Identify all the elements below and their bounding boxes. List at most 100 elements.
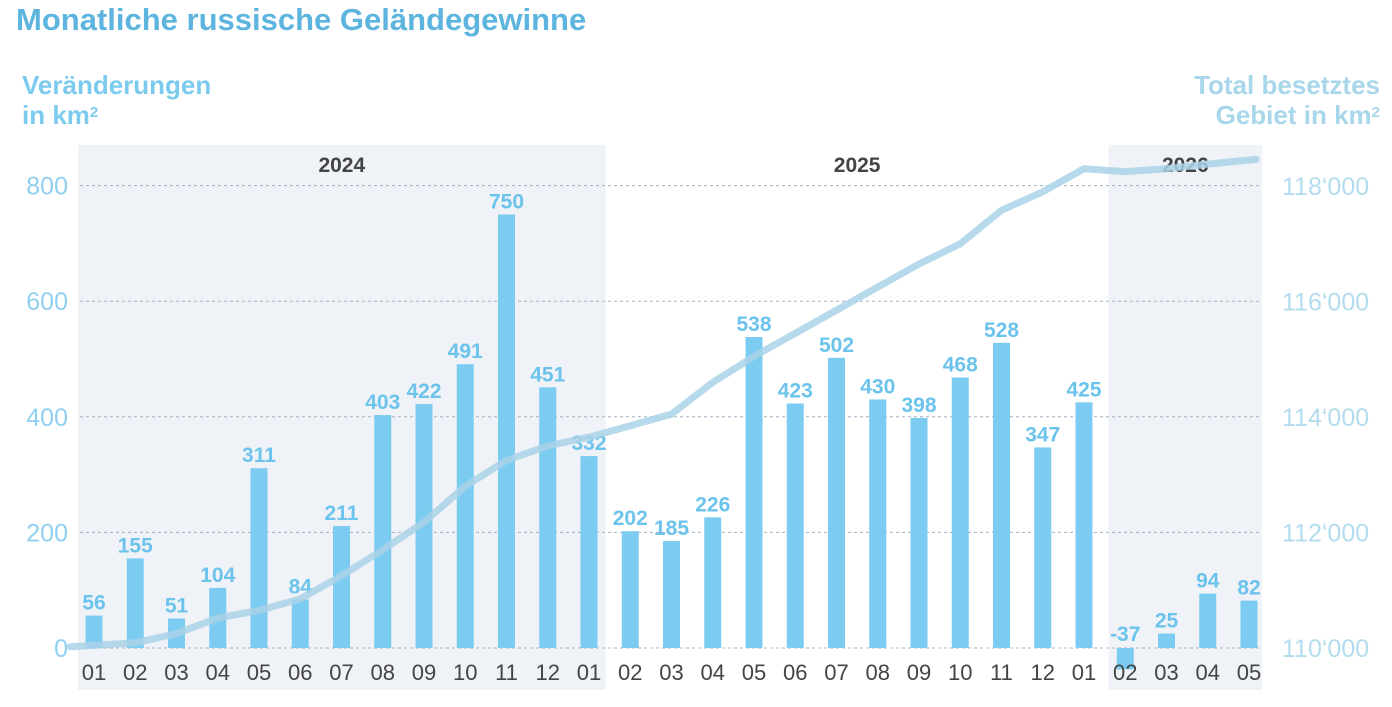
bar-value-label: 502 [819,334,854,357]
bar [456,364,474,648]
bar-value-label: 226 [695,493,730,516]
bar [1034,447,1052,648]
x-tick-label: 07 [824,660,848,685]
bar [951,377,969,648]
x-tick-label: 03 [659,660,683,685]
bar-value-label: 491 [448,340,483,363]
bar-value-label: 422 [406,380,441,403]
bar [704,517,722,648]
left-axis-title-line1: Veränderungen [22,70,212,100]
x-tick-label: 01 [82,660,106,685]
bar [621,531,639,648]
left-tick-label: 0 [54,635,68,663]
right-axis-title-line2: Gebiet in km2 [1215,100,1380,130]
bar-value-label: 155 [118,534,153,557]
bar-value-label: 451 [530,363,565,386]
bar [786,403,804,648]
right-axis-title: Total besetztes Gebiet in km2 [1194,70,1380,130]
bar [1240,600,1258,648]
total-territory-line [66,155,1260,651]
bar [539,387,557,648]
bar-value-label: 403 [365,391,400,414]
bar [291,599,309,648]
bar [1116,648,1134,670]
x-tick-label: 09 [907,660,931,685]
x-tick-label: 02 [123,660,147,685]
right-tick-label: 110‘000 [1282,635,1369,663]
x-tick-label: 05 [742,660,766,685]
left-tick-label: 400 [26,404,68,432]
bar [993,342,1010,648]
right-tick-label: 114‘000 [1282,404,1369,432]
x-tick-label: 02 [1113,660,1137,685]
bar [250,468,268,648]
bar-value-label: 398 [901,394,936,417]
x-tick-label: 10 [453,660,477,685]
bar-value-label: 750 [489,191,524,214]
left-axis-title: Veränderungen in km2 [22,70,211,130]
bar-value-label: 202 [613,507,648,530]
x-tick-label: 01 [577,660,601,685]
bar [745,337,763,648]
bar-value-label: 468 [943,353,978,376]
bar [1075,402,1093,648]
bar-value-label: 425 [1066,378,1101,401]
x-tick-label: 04 [701,660,725,685]
x-tick-label: 08 [866,660,890,685]
right-tick-label: 112‘000 [1282,520,1369,548]
x-tick-label: 07 [329,660,353,685]
x-tick-label: 12 [1031,660,1055,685]
x-tick-label: 06 [783,660,807,685]
x-tick-label: 03 [164,660,188,685]
x-tick-label: 06 [288,660,312,685]
bar-value-label: 311 [242,444,276,467]
x-tick-label: 10 [948,660,972,685]
left-axis-title-line2: in km2 [22,100,99,130]
year-band-2026 [1108,145,1262,690]
bar-value-label: -37 [1110,623,1140,646]
bar-value-label: 51 [165,595,189,618]
x-tick-label: 05 [247,660,271,685]
bar-value-label: 430 [860,375,895,398]
left-tick-label: 200 [26,519,68,547]
x-tick-label: 11 [495,660,518,685]
chart-title: Monatliche russische Geländegewinne [16,2,587,37]
bar-value-label: 347 [1025,423,1060,446]
right-tick-label: 118‘000 [1282,173,1369,201]
x-tick-label: 05 [1237,660,1261,685]
bar-value-label: 528 [984,319,1019,342]
bar [1199,593,1217,648]
bar-value-label: 56 [82,592,105,615]
bar-value-label: 538 [736,313,771,336]
x-tick-label: 04 [206,660,230,685]
x-tick-label: 12 [536,660,560,685]
bar [580,456,598,648]
right-axis-title-line1: Total besetztes [1194,70,1380,100]
x-tick-label: 01 [1072,660,1096,685]
x-tick-label: 04 [1196,660,1220,685]
bar [910,417,928,648]
bar [498,214,515,648]
bar-value-label: 104 [200,564,235,587]
bar [126,558,144,648]
right-tick-label: 116‘000 [1282,289,1369,317]
bar [869,399,887,648]
bar [85,615,103,648]
left-tick-label: 800 [26,173,68,201]
bar [663,541,680,648]
bar [374,415,392,648]
bar [1158,633,1175,648]
bar-value-label: 94 [1196,570,1220,593]
bar-value-label: 82 [1237,577,1260,600]
bar [828,357,845,648]
x-tick-label: 09 [412,660,436,685]
x-tick-label: 03 [1154,660,1178,685]
bar [333,526,350,648]
year-label-2024: 2024 [318,154,365,177]
left-tick-label: 600 [26,288,68,316]
x-tick-label: 02 [618,660,642,685]
bar-value-label: 25 [1155,610,1179,633]
x-tick-label: 08 [371,660,395,685]
bar-value-label: 185 [654,517,689,540]
